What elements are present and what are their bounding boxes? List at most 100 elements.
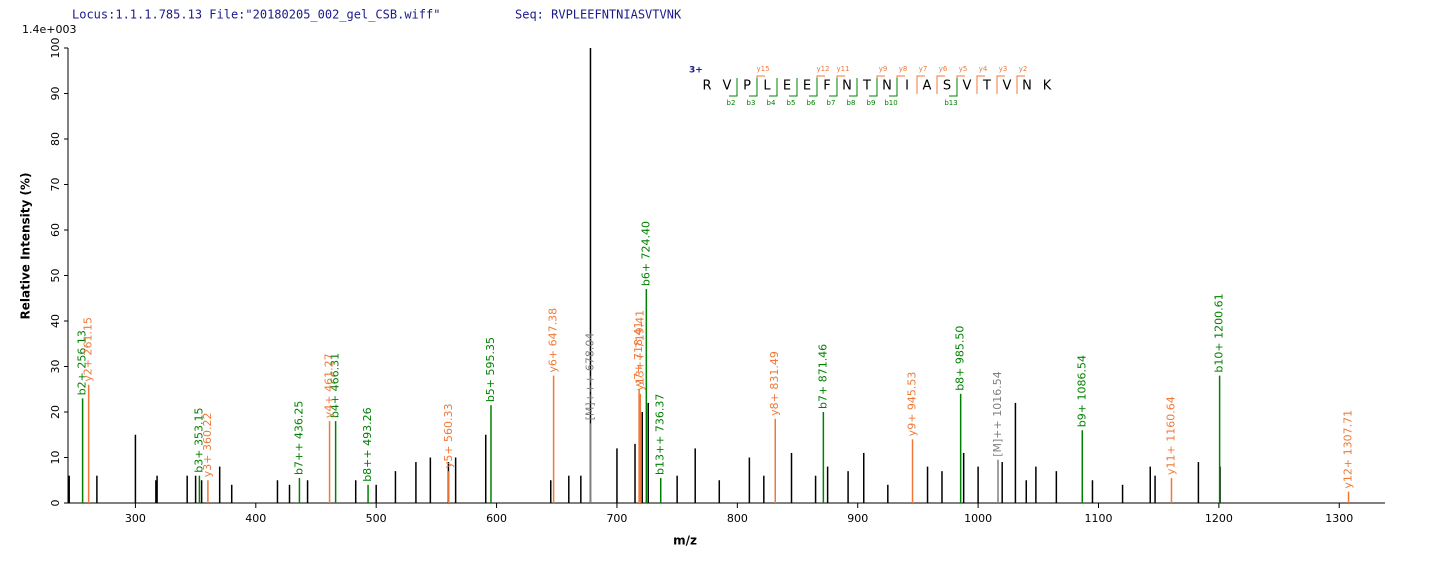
- x-tick-label: 800: [727, 512, 748, 525]
- y-tick-label: 60: [49, 223, 62, 237]
- residue: R: [702, 79, 711, 94]
- peak-label: b9+ 1086.54: [1075, 355, 1088, 427]
- residue: S: [943, 79, 951, 94]
- peak-label: [M]+++ 678.04: [584, 333, 597, 421]
- peak-label: b2+ 256.13: [76, 330, 89, 395]
- x-axis-label: m/z: [673, 534, 697, 548]
- peak-label: y11+ 1160.64: [1164, 396, 1177, 475]
- b-ion-label: b9: [867, 99, 876, 107]
- peak-label: [M]++ 1016.54: [991, 371, 1004, 457]
- seq-label: Seq: RVPLEEFNTNIASVTVNK: [515, 8, 682, 22]
- y-ion-label: y6: [939, 65, 948, 73]
- b-ion-label: b3: [747, 99, 756, 107]
- peak-label: b8++ 493.26: [361, 407, 374, 481]
- b-ion-label: b7: [827, 99, 836, 107]
- y-tick-label: 80: [49, 132, 62, 146]
- b-ion-mark: [749, 78, 758, 97]
- y-ion-label: y15: [756, 65, 769, 73]
- residue: V: [963, 79, 972, 94]
- x-tick-label: 1300: [1325, 512, 1353, 525]
- residue: E: [783, 79, 791, 94]
- peak-label: b8+ 985.50: [954, 326, 967, 391]
- peak-label: b7++ 436.25: [292, 401, 305, 475]
- b-ion-label: b5: [787, 99, 796, 107]
- y-ion-label: y7: [919, 65, 928, 73]
- peak-label: y8+ 831.49: [768, 351, 781, 416]
- residue: N: [842, 79, 852, 94]
- y-tick-label: 20: [49, 405, 62, 419]
- b-ion-mark: [729, 78, 738, 97]
- residue: T: [982, 79, 991, 94]
- b-ion-mark: [889, 78, 898, 97]
- residue: P: [743, 79, 751, 94]
- charge-label: 3+: [689, 66, 703, 76]
- peak-label: b7+ 871.46: [816, 344, 829, 409]
- peak-label: b10+ 1200.61: [1213, 293, 1226, 372]
- y-tick-label: 70: [49, 178, 62, 192]
- peak-label: y6+ 647.38: [547, 308, 560, 373]
- b-ion-label: b6: [807, 99, 816, 107]
- peak-label: b5+ 595.35: [484, 337, 497, 402]
- b-ion-mark: [809, 78, 818, 97]
- y-ion-label: y8: [899, 65, 908, 73]
- residue: N: [1022, 79, 1032, 94]
- b-ion-mark: [769, 78, 778, 97]
- b-ion-mark: [869, 78, 878, 97]
- peak-label: y5+ 560.33: [442, 403, 455, 468]
- b-ion-mark: [949, 78, 958, 97]
- residue: V: [1003, 79, 1012, 94]
- b-ion-label: b4: [767, 99, 776, 107]
- y-ion-label: y11: [836, 65, 849, 73]
- b-ion-label: b2: [727, 99, 736, 107]
- y-ion-label: y5: [959, 65, 968, 73]
- peak-label: y9+ 945.53: [906, 372, 919, 437]
- scale-label: 1.4e+003: [22, 23, 76, 36]
- peak-label: y3+ 360.22: [201, 413, 214, 478]
- y-ion-label: y3: [999, 65, 1008, 73]
- b-ion-label: b10: [884, 99, 897, 107]
- b-ion-label: b13: [944, 99, 957, 107]
- residue: L: [763, 79, 771, 94]
- b-ion-mark: [849, 78, 858, 97]
- x-tick-label: 900: [847, 512, 868, 525]
- y-ion-mark: [976, 75, 985, 94]
- header: Locus:1.1.1.785.13 File:"20180205_002_ge…: [72, 8, 440, 22]
- y-tick-label: 40: [49, 314, 62, 328]
- y-ion-mark: [936, 75, 945, 94]
- y-ion-mark: [996, 75, 1005, 94]
- residue: I: [905, 79, 909, 94]
- peak-label: y4+ 461.27: [323, 353, 336, 418]
- y-tick-label: 50: [49, 269, 62, 283]
- residue: K: [1043, 79, 1052, 94]
- y-ion-label: y2: [1019, 65, 1028, 73]
- y-tick-label: 30: [49, 360, 62, 374]
- y-tick-label: 0: [49, 500, 62, 507]
- y-tick-label: 90: [49, 87, 62, 101]
- x-tick-label: 1200: [1205, 512, 1233, 525]
- peak-label: y12+ 1307.71: [1342, 410, 1355, 489]
- x-tick-label: 700: [606, 512, 627, 525]
- y-ion-label: y12: [816, 65, 829, 73]
- y-ion-mark: [1016, 75, 1025, 94]
- peak-label: b4+ 466.31: [329, 353, 342, 418]
- residue: E: [803, 79, 811, 94]
- b-ion-mark: [789, 78, 798, 97]
- peak-label: b13++ 736.37: [654, 394, 667, 475]
- y-axis-label: Relative Intensity (%): [19, 173, 33, 320]
- b-ion-label: b8: [847, 99, 856, 107]
- y-ion-label: y4: [979, 65, 988, 73]
- residue: T: [862, 79, 871, 94]
- b-ion-mark: [829, 78, 838, 97]
- peak-label: y13++ 719.41: [633, 310, 646, 391]
- residue: F: [823, 79, 830, 94]
- peak-label: b6+ 724.40: [639, 221, 652, 286]
- y-ion-mark: [896, 75, 905, 94]
- x-tick-label: 1100: [1084, 512, 1112, 525]
- x-tick-label: 500: [366, 512, 387, 525]
- peak-label: b3+ 353.15: [192, 408, 205, 473]
- y-ion-label: y9: [879, 65, 888, 73]
- x-tick-label: 300: [125, 512, 146, 525]
- residue: N: [882, 79, 892, 94]
- residue: V: [723, 79, 732, 94]
